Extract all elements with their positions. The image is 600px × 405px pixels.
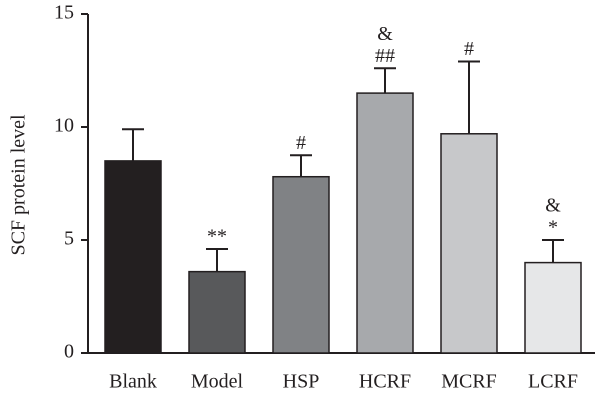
annotation: ** [207, 226, 227, 248]
bar [356, 92, 414, 354]
bar [104, 160, 162, 354]
annotation: & [545, 195, 561, 217]
bar [524, 261, 582, 354]
x-tick-label: HSP [283, 371, 320, 393]
annotation: ## [375, 45, 395, 67]
annotation: & [377, 23, 393, 45]
bar [188, 270, 246, 354]
x-tick-label: HCRF [359, 371, 411, 393]
y-axis-label: SCF protein level [8, 114, 30, 256]
bar [272, 175, 330, 354]
x-tick-label: Model [191, 371, 244, 393]
y-tick-label: 0 [64, 341, 74, 363]
y-tick-label: 10 [54, 115, 74, 137]
x-tick-label: LCRF [528, 371, 578, 393]
x-tick-label: Blank [109, 371, 157, 393]
annotation: # [464, 38, 474, 60]
annotation: * [548, 217, 558, 239]
y-tick-label: 5 [64, 228, 74, 250]
annotation: # [296, 132, 306, 154]
bar [440, 133, 498, 354]
y-tick-label: 15 [54, 2, 74, 24]
x-tick-label: MCRF [441, 371, 497, 393]
